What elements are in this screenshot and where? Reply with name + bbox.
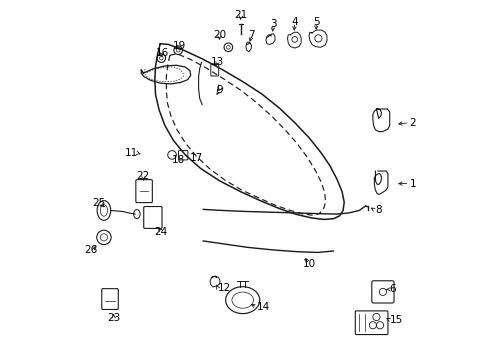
Text: 19: 19 [172,41,185,50]
Text: 11: 11 [124,148,137,158]
Text: 25: 25 [92,198,105,208]
Text: 26: 26 [84,245,98,255]
Text: 10: 10 [302,259,315,269]
Text: 24: 24 [154,227,167,237]
Text: 6: 6 [389,284,396,294]
Text: 3: 3 [269,19,276,29]
Text: 1: 1 [408,179,415,189]
Text: 12: 12 [217,283,230,293]
Text: 18: 18 [171,155,184,165]
Text: 5: 5 [312,17,319,27]
Text: 2: 2 [408,118,415,128]
Text: 13: 13 [210,57,224,67]
Text: 15: 15 [389,315,402,325]
Text: 17: 17 [189,153,203,163]
Text: 8: 8 [375,206,381,216]
Text: 20: 20 [212,30,225,40]
Text: 9: 9 [216,85,222,95]
Text: 23: 23 [107,313,120,323]
Text: 14: 14 [257,302,270,312]
Text: 7: 7 [248,30,254,40]
Text: 4: 4 [291,17,297,27]
Text: 21: 21 [234,10,247,20]
Text: 22: 22 [137,171,150,181]
Text: 16: 16 [155,48,168,58]
